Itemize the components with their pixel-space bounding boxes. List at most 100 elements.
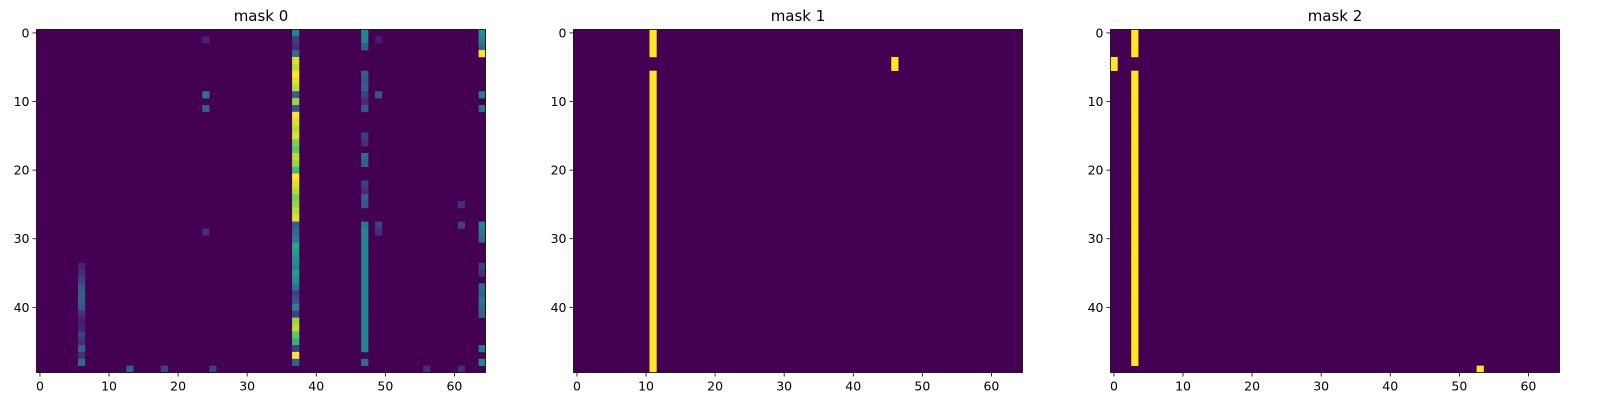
heatmap-cell bbox=[292, 146, 300, 154]
heatmap-cell bbox=[361, 290, 369, 298]
heatmap-cell bbox=[361, 139, 369, 147]
heatmap-cell bbox=[423, 365, 431, 373]
heatmap-cell bbox=[292, 36, 300, 44]
heatmap-cell bbox=[361, 91, 369, 99]
heatmap-cell bbox=[1131, 139, 1139, 147]
heatmap-cell bbox=[1131, 262, 1139, 270]
heatmap-cell bbox=[361, 43, 369, 51]
heatmap-cell bbox=[374, 221, 383, 229]
x-tick-label: 0 bbox=[573, 379, 581, 394]
heatmap-cell bbox=[1131, 146, 1139, 154]
heatmap-cell bbox=[649, 269, 657, 277]
heatmap-cell bbox=[292, 125, 300, 133]
heatmap-cell bbox=[891, 63, 899, 71]
heatmap-background bbox=[36, 29, 486, 373]
x-tick-label: 20 bbox=[1244, 379, 1260, 394]
heatmap-cell bbox=[1131, 173, 1139, 181]
y-axis: 0 10 20 30 40 bbox=[551, 25, 574, 315]
heatmap-cell bbox=[649, 91, 657, 99]
heatmap-cell bbox=[649, 201, 657, 209]
panel-title: mask 2 bbox=[1308, 7, 1363, 25]
heatmap-cell bbox=[361, 29, 369, 37]
heatmap-cell bbox=[649, 207, 657, 216]
heatmap-cell bbox=[292, 331, 300, 339]
heatmap-cell bbox=[649, 173, 657, 181]
heatmap-cell bbox=[292, 214, 300, 222]
heatmap-cell bbox=[1131, 36, 1139, 44]
heatmap-cell bbox=[202, 228, 210, 236]
heatmap-cell bbox=[292, 235, 300, 243]
heatmap-cell bbox=[478, 50, 486, 58]
heatmap-cell bbox=[649, 345, 657, 353]
heatmap-cell bbox=[292, 262, 300, 270]
heatmap-cell bbox=[160, 365, 169, 373]
heatmap-cell bbox=[292, 187, 300, 195]
heatmap-cell bbox=[292, 118, 300, 126]
heatmap-cell bbox=[1131, 201, 1139, 209]
heatmap-cell bbox=[478, 104, 486, 113]
heatmap-cell bbox=[292, 283, 300, 291]
heatmap-panel-mask-1: mask 1 0 10 20 30 40 50 60 0 10 20 30 40 bbox=[551, 7, 1023, 394]
x-tick-label: 40 bbox=[1382, 379, 1398, 394]
y-tick-label: 30 bbox=[551, 231, 567, 246]
heatmap-cell bbox=[478, 345, 486, 353]
heatmap-cell bbox=[292, 173, 300, 181]
heatmap-cell bbox=[202, 36, 210, 44]
heatmap-cell bbox=[649, 214, 657, 222]
heatmap-cell bbox=[292, 207, 300, 216]
x-axis: 0 10 20 30 40 50 60 bbox=[36, 372, 462, 394]
heatmap-cell bbox=[1131, 207, 1139, 216]
heatmap-cell bbox=[1131, 351, 1139, 360]
heatmap-cell bbox=[361, 255, 369, 264]
heatmap-cell bbox=[292, 351, 300, 360]
heatmap-cell bbox=[292, 56, 300, 65]
heatmap-cell bbox=[77, 262, 86, 270]
heatmap-cell bbox=[361, 269, 369, 277]
heatmap-cell bbox=[126, 365, 134, 373]
heatmap-cell bbox=[361, 152, 369, 161]
heatmap-cell bbox=[1131, 242, 1139, 250]
heatmap-cell bbox=[891, 56, 899, 65]
heatmap-cell bbox=[292, 228, 300, 236]
heatmap-cell bbox=[77, 297, 86, 305]
heatmap-cell bbox=[292, 249, 300, 257]
heatmap-cell bbox=[361, 283, 369, 291]
heatmap-cell bbox=[361, 104, 369, 113]
heatmap-cell bbox=[1131, 317, 1139, 325]
heatmap-cell bbox=[292, 221, 300, 229]
heatmap-cell bbox=[457, 221, 466, 229]
x-tick-label: 0 bbox=[36, 379, 44, 394]
heatmap-cell bbox=[292, 29, 300, 37]
heatmap-cell bbox=[292, 91, 300, 99]
heatmap-cell bbox=[1110, 63, 1118, 71]
x-tick-label: 10 bbox=[101, 379, 117, 394]
x-tick-label: 0 bbox=[1110, 379, 1118, 394]
heatmap-cell bbox=[649, 297, 657, 305]
heatmap-cell bbox=[292, 70, 300, 78]
heatmap-cell bbox=[361, 310, 369, 318]
heatmap-cell bbox=[1131, 297, 1139, 305]
heatmap-cell bbox=[478, 43, 486, 51]
heatmap-cell bbox=[292, 139, 300, 147]
heatmap-cell bbox=[1131, 159, 1139, 167]
plot-frame bbox=[36, 29, 486, 373]
heatmap-cell bbox=[649, 139, 657, 147]
heatmap-cell bbox=[292, 152, 300, 161]
heatmap-cell bbox=[361, 303, 369, 312]
y-tick-label: 10 bbox=[14, 94, 30, 109]
heatmap-cell bbox=[1131, 324, 1139, 332]
heatmap-cell bbox=[77, 317, 86, 325]
heatmap-cell bbox=[649, 152, 657, 161]
y-tick-label: 40 bbox=[1088, 300, 1104, 315]
heatmap-cell bbox=[361, 235, 369, 243]
heatmap-cell bbox=[649, 317, 657, 325]
heatmap-cell bbox=[292, 43, 300, 51]
heatmap-cell bbox=[292, 50, 300, 58]
y-tick-label: 20 bbox=[14, 163, 30, 178]
heatmap-cell bbox=[478, 283, 486, 291]
heatmap-cell bbox=[649, 235, 657, 243]
heatmap-cell bbox=[649, 43, 657, 51]
heatmap-cells bbox=[1110, 29, 1560, 373]
heatmap-cell bbox=[374, 36, 383, 44]
